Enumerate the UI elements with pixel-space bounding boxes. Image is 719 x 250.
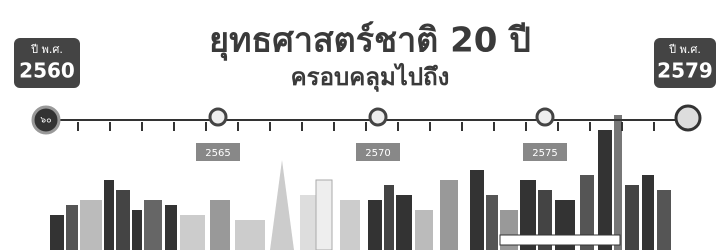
infographic: ยุทธศาสตร์ชาติ 20 ปี ครอบคลุมไปถึง ปี พ.… <box>0 0 719 250</box>
milestone-node <box>537 109 553 125</box>
milestone-label: 2570 <box>365 148 390 159</box>
end-year: 2579 <box>657 59 713 83</box>
milestone-node <box>210 109 226 125</box>
title: ยุทธศาสตร์ชาติ 20 ปี <box>209 21 531 62</box>
skyline <box>50 115 671 250</box>
milestone-label: 2565 <box>205 148 230 159</box>
end-caption: ปี พ.ศ. <box>668 43 701 56</box>
start-badge: ๖๐ <box>40 116 51 126</box>
subtitle: ครอบคลุมไปถึง <box>291 62 450 93</box>
milestone-node <box>370 109 386 125</box>
milestone-label: 2575 <box>532 148 557 159</box>
start-caption: ปี พ.ศ. <box>30 43 63 56</box>
end-node <box>676 106 700 130</box>
start-year: 2560 <box>19 59 75 83</box>
